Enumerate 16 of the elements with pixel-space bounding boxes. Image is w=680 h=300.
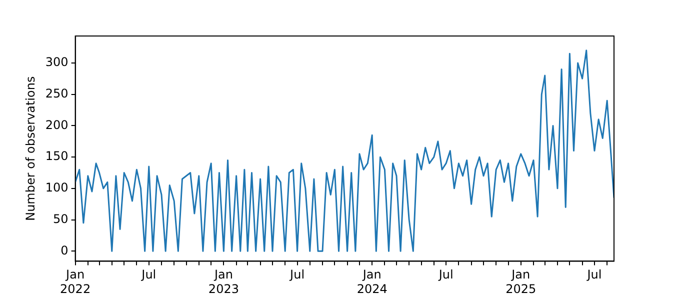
y-axis-title: Number of observations <box>23 76 38 221</box>
y-tick-label: 200 <box>45 118 68 132</box>
x-tick-label: Jan 2022 <box>60 268 91 296</box>
y-tick-label: 50 <box>53 212 68 226</box>
x-tick-label: Jan 2023 <box>208 268 239 296</box>
y-tick-label: 300 <box>45 55 68 70</box>
x-tick-label: Jul <box>289 268 305 282</box>
y-tick-label: 250 <box>45 86 68 100</box>
y-tick-label: 0 <box>60 243 68 258</box>
x-tick-label: Jan 2025 <box>506 268 536 296</box>
y-tick-label: 100 <box>45 180 68 195</box>
x-tick-label: Jan 2024 <box>356 268 388 296</box>
x-tick-label: Jul <box>140 268 156 282</box>
y-tick-label: 150 <box>45 149 68 164</box>
x-tick-label: Jul <box>586 268 602 282</box>
x-tick-label: Jul <box>438 268 454 282</box>
